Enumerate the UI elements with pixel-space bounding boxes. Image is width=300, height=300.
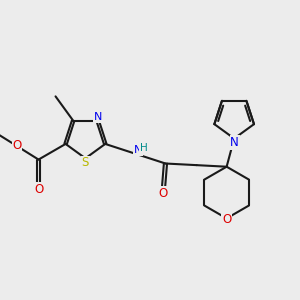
Text: N: N xyxy=(230,136,239,149)
Text: N: N xyxy=(134,145,142,155)
Text: O: O xyxy=(159,187,168,200)
Text: O: O xyxy=(222,213,231,226)
Text: O: O xyxy=(34,183,43,196)
Text: N: N xyxy=(94,112,102,122)
Text: S: S xyxy=(82,156,89,170)
Text: H: H xyxy=(140,143,148,153)
Text: O: O xyxy=(12,139,22,152)
